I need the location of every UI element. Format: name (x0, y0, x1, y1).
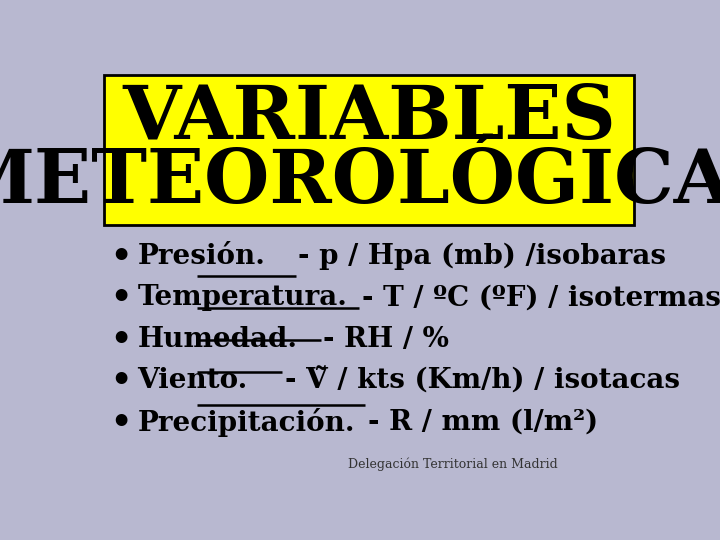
Text: VARIABLES: VARIABLES (122, 83, 616, 156)
Text: Precipitación.: Precipitación. (138, 408, 355, 437)
Text: Humedad.: Humedad. (138, 326, 297, 353)
Text: METEOROLÓGICAS: METEOROLÓGICAS (0, 146, 720, 219)
Text: - Ṽ / kts (Km/h) / isotacas: - Ṽ / kts (Km/h) / isotacas (284, 367, 680, 394)
Text: - p / Hpa (mb) /isobaras: - p / Hpa (mb) /isobaras (298, 242, 667, 270)
Text: Presión.: Presión. (138, 242, 265, 269)
Text: - R / mm (l/m²): - R / mm (l/m²) (368, 409, 598, 436)
Text: Delegación Territorial en Madrid: Delegación Territorial en Madrid (348, 457, 557, 471)
Text: •: • (110, 364, 131, 397)
Text: - RH / %: - RH / % (323, 326, 449, 353)
Text: •: • (110, 240, 131, 273)
Text: Viento.: Viento. (138, 367, 248, 394)
Text: •: • (110, 323, 131, 356)
FancyBboxPatch shape (104, 75, 634, 225)
Text: Temperatura.: Temperatura. (138, 284, 347, 311)
Text: •: • (110, 406, 131, 439)
Text: •: • (110, 281, 131, 314)
Text: - T / ºC (ºF) / isotermas: - T / ºC (ºF) / isotermas (362, 284, 720, 311)
